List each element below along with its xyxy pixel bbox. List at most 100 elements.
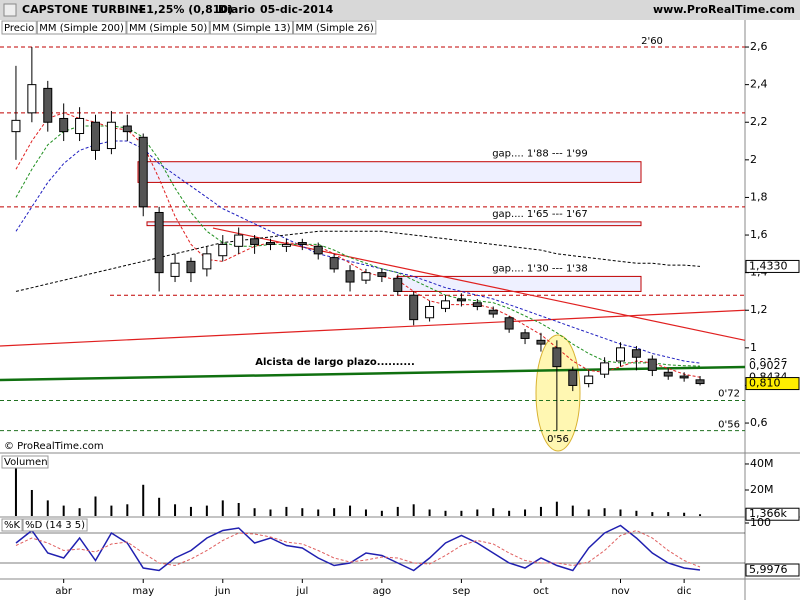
candle-body [425,305,435,319]
volume-bar [78,508,81,516]
candle-body [488,309,498,315]
volume-bar [189,506,192,516]
volume-bar [508,510,511,516]
candle-body [250,238,260,245]
x-tick-label: may [132,586,154,597]
volume-bar [237,502,240,516]
y-tick-label: 40M [750,457,774,470]
volume-bar [396,506,399,516]
level-label: 2'60 [641,36,663,47]
volume-bar [587,509,590,516]
candle-body [441,300,450,309]
volume-bar [158,497,161,516]
volume-bar [349,505,352,516]
volume-bar [205,505,208,516]
candle-body [361,272,371,281]
candle-body [600,362,610,375]
x-tick-label: nov [611,586,629,597]
candle-body [11,119,21,133]
volume-bar [30,489,33,516]
gap-box [137,161,642,183]
volume-bar [269,509,272,516]
last-value-box [746,360,799,373]
last-value-label: 1,4330 [749,259,788,272]
volume-bar [699,514,702,516]
gap-label: gap.... 1'88 --- 1'99 [492,149,588,160]
period: Diario [218,3,256,16]
x-tick-label: jun [214,586,230,597]
candle-body [329,257,339,270]
legend-box [36,20,127,35]
volume-bar [571,505,574,516]
gap-label: gap.... 1'30 --- 1'38 [492,263,588,274]
last-value-label: 5,9976 [749,563,788,576]
series-line [15,230,701,292]
y-tick-label: 0,6 [750,416,768,429]
candle-body [281,243,291,247]
y-tick-label: 2,6 [750,40,768,53]
candle-body [27,84,37,114]
volume-bar [635,510,638,516]
volume-bar [221,500,224,516]
volume-bar [126,504,129,516]
candle-body [186,260,196,274]
trend-line [0,365,746,382]
menu-icon[interactable] [3,3,17,17]
x-tick-label: ago [373,586,392,597]
x-tick-label: dic [677,586,692,597]
volume-bar [253,508,256,516]
legend-box [126,20,210,35]
last-value-box [745,507,800,521]
candle-body [568,369,578,386]
candle-body [584,375,594,385]
volume-bar [555,501,558,516]
volume-bar [444,510,447,516]
highlight-ellipse [535,334,581,452]
legend-label: MM (Simple 26) [296,23,374,34]
panel-label: Volumen [4,457,48,468]
last-value-box [745,259,800,273]
volume-bar [683,512,686,516]
candle-body [647,358,657,371]
candle-body [202,253,212,270]
volume-bar [14,466,17,516]
candle-body [520,332,530,339]
volume-bar [428,509,431,516]
series-line [15,112,701,378]
candle-body [43,87,53,123]
candle-body [393,277,403,292]
candle-body [218,243,228,257]
y-tick-label: 1,8 [750,190,768,203]
change: +1,25% (0,810) [137,3,233,16]
candle-body [695,379,705,385]
candle-body [91,121,100,151]
site: www.ProRealTime.com [653,3,795,16]
candle-body [616,347,625,362]
panel-label-box [1,455,49,469]
legend-box [293,20,377,35]
legend-box [1,20,37,35]
level-label: 0'72 [718,388,740,399]
volume-bar [94,496,97,516]
legend-label: %K [4,520,21,531]
candle-body [409,294,419,321]
legend-box [1,518,23,532]
candle-body [504,317,514,330]
volume-bar [317,509,320,516]
volume-bar [667,512,670,516]
candle-body [472,302,482,307]
legend-label: Precio [4,23,34,34]
candle-body [313,245,323,255]
volume-bar [412,504,415,516]
candle-body [377,272,387,277]
trend-line [212,227,746,341]
level-label: 0'56 [718,420,740,431]
volume-bar [62,505,65,516]
candle-body [154,211,164,274]
legend-label: MM (Simple 50) [129,23,207,34]
y-tick-label: 2,2 [750,115,768,128]
y-tick-label: 1 [750,341,757,354]
candle-body [679,375,689,379]
y-tick-label: 1,6 [750,228,768,241]
